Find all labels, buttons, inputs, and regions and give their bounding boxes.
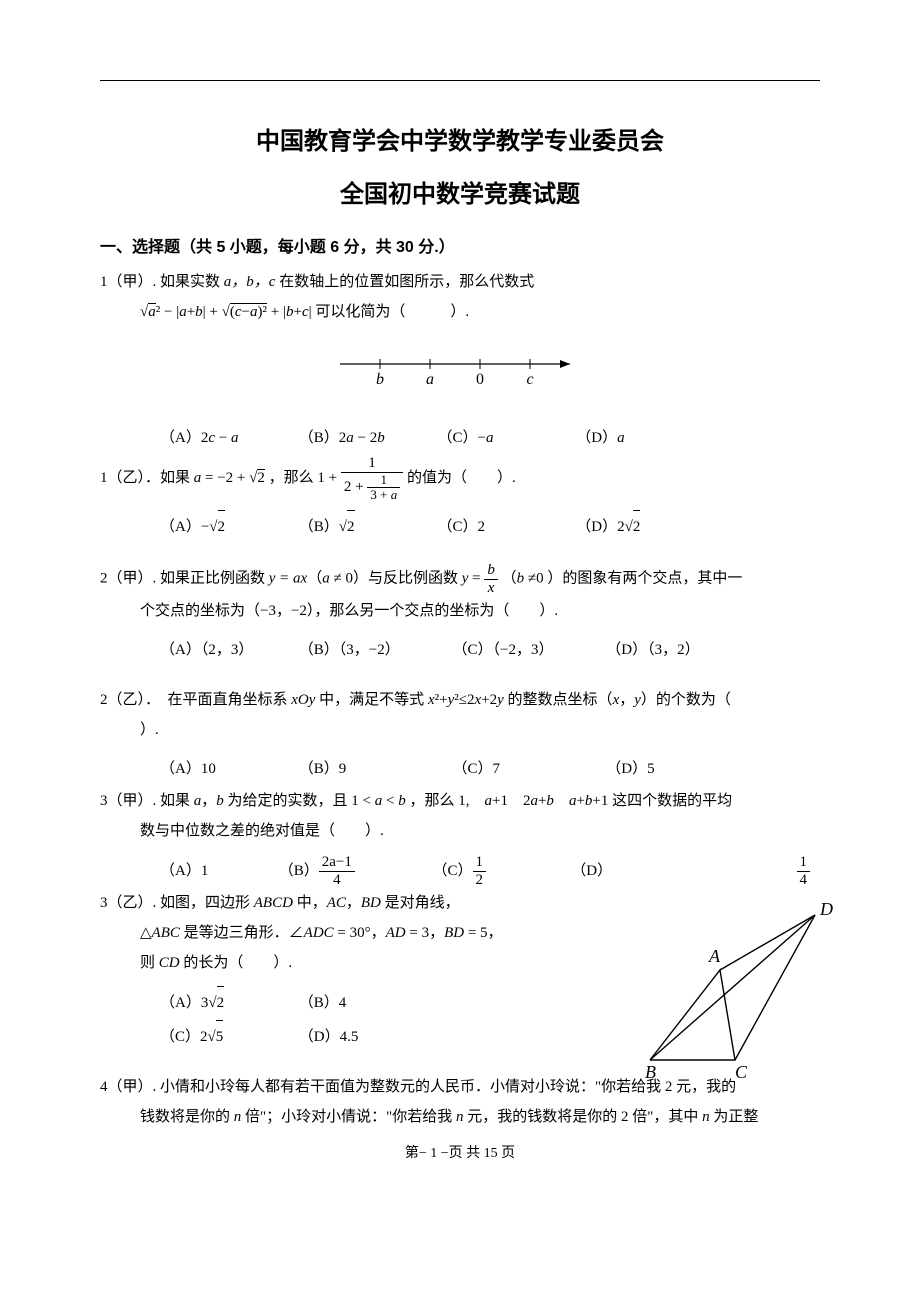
q3b-l1: 3（乙）. 如图，四边形 ABCD 中，AC，BD 是对角线， <box>100 888 580 918</box>
q2a-opt-d: （D）（3，2） <box>606 634 741 667</box>
section-heading: 一、选择题（共 5 小题，每小题 6 分，共 30 分.） <box>100 233 820 257</box>
tri-label-a: A <box>708 946 721 966</box>
q1a-expr: √a² − |a+b| + √(c−a)² + |b+c| 可以化简为（ ）. <box>100 297 820 327</box>
q2b-opt-a: （A）10 <box>160 753 295 786</box>
q3a: 3（甲）. 如果 a，b 为给定的实数，且 1 < a < b ，那么 1, a… <box>100 786 820 846</box>
q1a-opt-b: （B）2a − 2b <box>299 422 434 455</box>
q2b-opt-d: （D）5 <box>606 753 721 786</box>
q3a-line2: 数与中位数之差的绝对值是（ ）. <box>100 816 820 846</box>
nl-label-b: b <box>376 371 384 388</box>
q2b-opt-c: （C）7 <box>453 753 603 786</box>
q1a-text-2: 在数轴上的位置如图所示，那么代数式 <box>275 274 534 290</box>
q2b-opt-b: （B）9 <box>299 753 449 786</box>
q1b-opt-d: （D）2√2 <box>576 510 691 544</box>
q2a-text: 2（甲）. 如果正比例函数 y = ax（a ≠ 0）与反比例函数 y = <box>100 571 484 587</box>
q2b-options: （A）10 （B）9 （C）7 （D）5 <box>100 753 820 786</box>
q2a: 2（甲）. 如果正比例函数 y = ax（a ≠ 0）与反比例函数 y = bx… <box>100 562 820 626</box>
tri-label-d: D <box>819 899 833 919</box>
q2a-mid: （b ≠0 ）的图象有两个交点，其中一 <box>502 571 743 587</box>
q1b-pre: 1（乙）．如果 <box>100 470 194 486</box>
main-title: 中国教育学会中学数学教学专业委员会 <box>100 121 820 156</box>
q3a-text: 3（甲）. 如果 a，b 为给定的实数，且 1 < a < b ，那么 1, a… <box>100 793 732 809</box>
q3b: 3（乙）. 如图，四边形 ABCD 中，AC，BD 是对角线， △ABC 是等边… <box>100 888 580 978</box>
q2a-options: （A）（2，3） （B）（3，−2） （C）（−2，3） （D）（3，2） <box>100 634 820 667</box>
q1a-opt-a: （A）2c − a <box>160 422 295 455</box>
q1b-opt-b: （B）√2 <box>299 510 434 544</box>
tri-label-b: B <box>645 1062 656 1082</box>
q4a-l2: 钱数将是你的 n 倍"；小玲对小倩说："你若给我 n 元，我的钱数将是你的 2 … <box>100 1102 820 1132</box>
document-page: 中国教育学会中学数学教学专业委员会 全国初中数学竞赛试题 一、选择题（共 5 小… <box>0 0 920 1202</box>
tri-label-c: C <box>735 1062 748 1082</box>
nl-label-0: 0 <box>476 371 484 388</box>
q1a-opt-c: （C）−a <box>438 422 573 455</box>
q3b-l2: △ABC 是等边三角形．∠ADC = 30°，AD = 3，BD = 5， <box>100 918 580 948</box>
q2b-line2: ）. <box>100 715 820 745</box>
q2a-opt-a: （A）（2，3） <box>160 634 295 667</box>
q1a-vars: a，b，c <box>224 274 276 290</box>
q1a-text-1: 1（甲）. 如果实数 <box>100 274 224 290</box>
q1b-mid2: 的值为（ ）. <box>407 470 516 486</box>
q2a-frac: bx <box>484 562 498 596</box>
q3a-opt-c: （C）12 <box>433 854 568 888</box>
q3b-opt-a: （A）3√2 <box>160 986 295 1020</box>
q3b-opt-c: （C）2√5 <box>160 1020 295 1054</box>
q3b-l3: 则 CD 的长为（ ）. <box>100 948 580 978</box>
q2a-line2: 个交点的坐标为（−3，−2），那么另一个交点的坐标为（ ）. <box>100 596 820 626</box>
q2b: 2（乙）． 在平面直角坐标系 xOy 中，满足不等式 x²+y²≤2x+2y 的… <box>100 685 820 745</box>
q2a-opt-c: （C）（−2，3） <box>453 634 603 667</box>
q1b-mid1: ，那么 <box>265 470 318 486</box>
sub-title: 全国初中数学竞赛试题 <box>100 174 820 209</box>
q3a-opt-a: （A）1 <box>160 855 275 888</box>
q1b-opt-a: （A）−√2 <box>160 510 295 544</box>
triangle-figure: A B C D <box>620 890 840 1090</box>
q3b-opt-d: （D）4.5 <box>299 1021 414 1054</box>
page-footer: 第− 1 −页 共 15 页 <box>100 1142 820 1162</box>
q1b: 1（乙）．如果 a = −2 + √2 ，那么 1 + 12 + 13 + a … <box>100 455 820 502</box>
q3a-options: （A）1 （B）2a−14 （C）12 （D） 14 <box>100 854 820 888</box>
q3a-opt-b: （B）2a−14 <box>279 854 429 888</box>
nl-label-c: c <box>526 371 533 388</box>
top-rule <box>100 80 820 81</box>
q2b-text: 2（乙）． 在平面直角坐标系 xOy 中，满足不等式 x²+y²≤2x+2y 的… <box>100 692 731 708</box>
q1a-opt-d: （D）a <box>576 422 691 455</box>
numberline-figure: b a 0 c <box>100 349 820 394</box>
nl-label-a: a <box>426 371 434 388</box>
q2a-opt-b: （B）（3，−2） <box>299 634 449 667</box>
q1b-options: （A）−√2 （B）√2 （C）2 （D）2√2 <box>100 510 820 544</box>
q3a-opt-d-frac: 14 <box>797 854 811 888</box>
q1a-options: （A）2c − a （B）2a − 2b （C）−a （D）a <box>100 422 820 455</box>
q3b-opt-b: （B）4 <box>299 987 414 1020</box>
q1b-nested-frac: 1 + 12 + 13 + a <box>317 455 403 502</box>
q3a-opt-d: （D） <box>571 855 686 888</box>
q1b-opt-c: （C）2 <box>438 511 573 544</box>
numberline-svg: b a 0 c <box>330 349 590 389</box>
q1a: 1（甲）. 如果实数 a，b，c 在数轴上的位置如图所示，那么代数式 √a² −… <box>100 267 820 327</box>
